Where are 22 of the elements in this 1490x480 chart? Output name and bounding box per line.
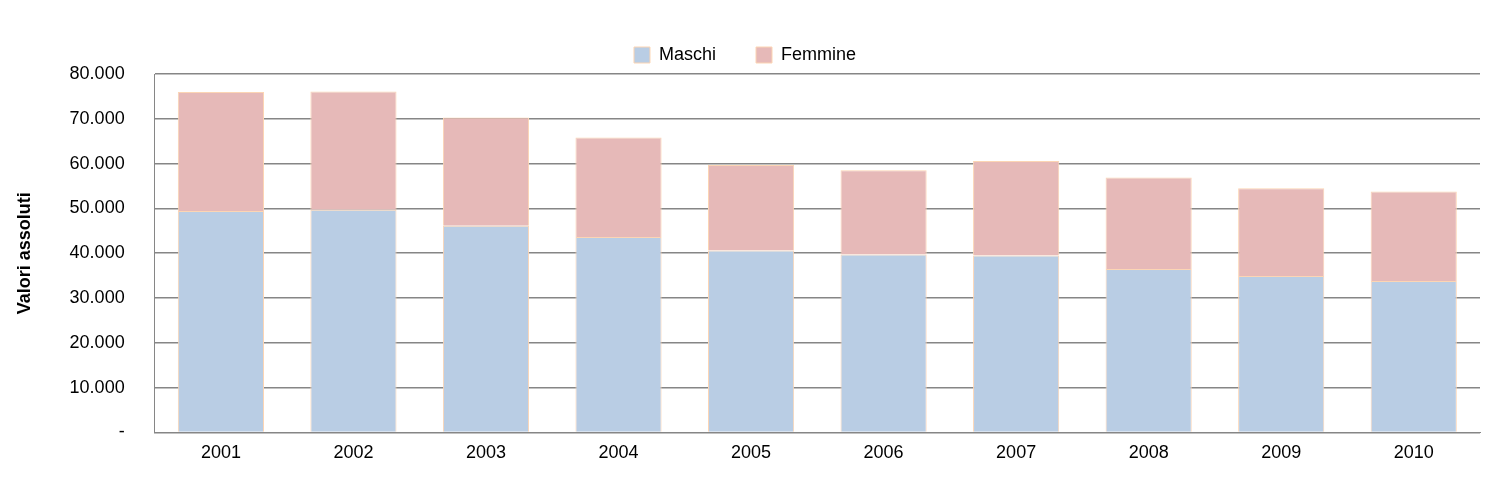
y-tick-label: 40.000 [69,242,125,263]
y-tick-label: 60.000 [69,152,125,173]
y-tick-label: 30.000 [69,286,125,307]
y-tick-label: 50.000 [69,197,125,218]
y-tick-label: 20.000 [69,331,125,352]
y-axis-title: Valori assoluti [13,192,34,315]
legend-label: Maschi [658,43,716,64]
x-tick-label: 2003 [465,442,507,463]
x-tick-label: 2004 [598,442,639,463]
x-tick-label: 2002 [333,442,374,463]
x-tick-label: 2008 [1128,442,1169,463]
x-tick-label: 2001 [200,442,241,463]
y-tick-label: 70.000 [69,107,125,128]
x-tick-label: 2007 [996,442,1037,463]
x-tick-label: 2005 [731,442,772,463]
x-tick-label: 2009 [1261,442,1302,463]
legend-label: Femmine [781,43,857,64]
x-tick-label: 2010 [1393,442,1434,463]
x-tick-label: 2006 [863,442,904,463]
y-tick-label: - [118,421,125,442]
y-tick-label: 10.000 [69,376,125,397]
y-tick-label: 80.000 [69,62,125,83]
